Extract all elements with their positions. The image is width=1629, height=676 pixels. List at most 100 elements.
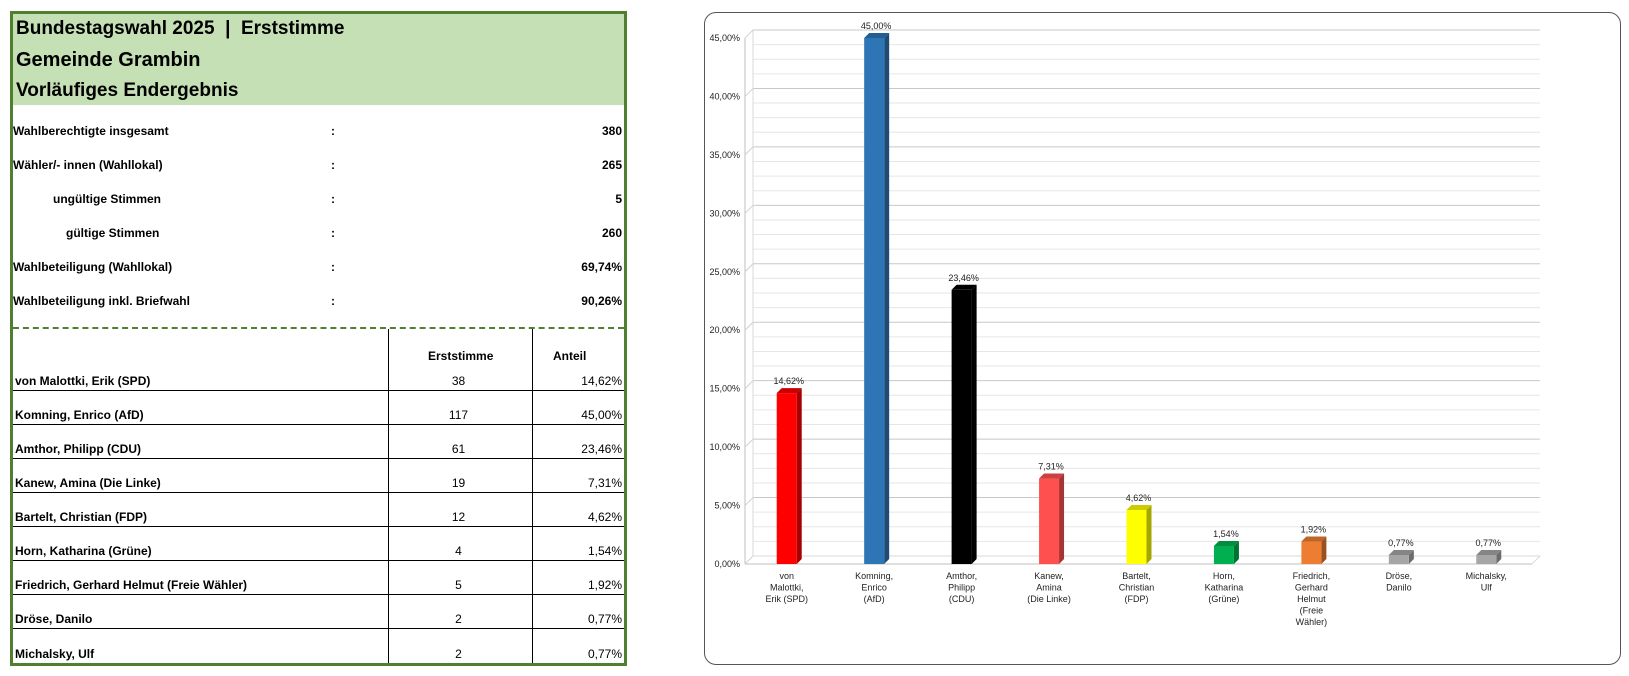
- bar-top: [1126, 504, 1152, 510]
- bar: [1213, 545, 1234, 564]
- share-column-header: Anteil: [553, 349, 587, 363]
- result-status: Vorläufiges Endergebnis: [16, 80, 239, 101]
- y-tick-label: 25,00%: [709, 267, 740, 277]
- candidate-share: 1,92%: [587, 578, 622, 592]
- data-label: 7,31%: [1038, 462, 1064, 472]
- gridline-connector: [744, 146, 754, 156]
- bar: [864, 38, 885, 564]
- column-divider: [532, 329, 533, 663]
- table-row: Komning, Enrico (AfD) 117 45,00%: [13, 391, 624, 425]
- stat-row-voters: Wähler/- innen (Wahllokal) : 265: [13, 139, 624, 173]
- candidate-name: Bartelt, Christian (FDP): [15, 510, 148, 524]
- data-label: 1,92%: [1301, 525, 1327, 535]
- bar-top: [951, 284, 977, 290]
- gridline-connector: [744, 438, 754, 448]
- y-tick-label: 40,00%: [709, 91, 740, 101]
- candidate-votes: 12: [451, 510, 466, 524]
- stat-label: ungültige Stimmen: [53, 192, 161, 206]
- y-tick-label: 15,00%: [709, 384, 740, 394]
- category-label: Amthor, Philipp (CDU): [946, 571, 977, 604]
- category-label-line: (FDP): [1125, 594, 1149, 604]
- stat-colon: :: [331, 294, 335, 308]
- stat-row-invalid: ungültige Stimmen : 5: [13, 173, 624, 207]
- category-label-line: Philipp: [948, 583, 975, 593]
- bar-side: [1321, 536, 1327, 564]
- y-tick-label: 0,00%: [714, 559, 740, 569]
- stat-colon: :: [331, 192, 335, 206]
- category-label-line: Enrico: [861, 583, 887, 593]
- category-label-line: von: [779, 571, 794, 581]
- data-label: 4,62%: [1126, 493, 1152, 503]
- candidate-share: 45,00%: [581, 408, 622, 422]
- category-label-line: Danilo: [1386, 583, 1412, 593]
- municipality-title: Gemeinde Grambin: [16, 49, 201, 71]
- category-label: Horn, Katharina (Grüne): [1205, 571, 1244, 604]
- category-label-line: Katharina: [1205, 583, 1244, 593]
- candidate-votes: 117: [448, 408, 469, 422]
- table-row: Bartelt, Christian (FDP) 12 4,62%: [13, 493, 624, 527]
- election-title: Bundestagswahl 2025 | Erststimme: [16, 18, 345, 39]
- table-row: Michalsky, Ulf 2 0,77%: [13, 629, 624, 663]
- gridline-connector: [744, 29, 754, 39]
- bar-top: [776, 388, 802, 394]
- results-table-panel: Bundestagswahl 2025 | Erststimme Gemeind…: [10, 11, 627, 666]
- floor-edge-line: [1531, 555, 1541, 565]
- stat-value: 260: [601, 226, 622, 240]
- candidate-votes: 61: [451, 442, 466, 456]
- gridline-connector: [744, 204, 754, 214]
- category-label-line: Kanew,: [1034, 571, 1064, 581]
- table-row: Amthor, Philipp (CDU) 61 23,46%: [13, 425, 624, 459]
- bar: [1476, 554, 1497, 564]
- y-tick-label: 10,00%: [709, 442, 740, 452]
- chart-panel: 0,00% 5,00% 10,00% 15,00% 20,00% 25,00% 30,00%…: [704, 12, 1621, 665]
- category-label: von Malottki, Erik (SPD): [765, 571, 808, 604]
- column-divider: [388, 329, 389, 663]
- category-label-line: Amina: [1036, 583, 1062, 593]
- stat-colon: :: [331, 226, 335, 240]
- stat-value: 5: [615, 192, 622, 206]
- table-row: Friedrich, Gerhard Helmut (Freie Wähler)…: [13, 561, 624, 595]
- bar: [1388, 554, 1409, 564]
- stat-colon: :: [331, 158, 335, 172]
- category-label: Komning, Enrico (AfD): [855, 571, 893, 604]
- candidate-name: Horn, Katharina (Grüne): [15, 544, 152, 558]
- category-label-line: Komning,: [855, 571, 893, 581]
- bar-chart: 0,00% 5,00% 10,00% 15,00% 20,00% 25,00% 30,00%…: [709, 21, 1541, 627]
- candidate-share: 0,77%: [587, 647, 622, 661]
- candidate-votes: 5: [455, 578, 462, 592]
- category-label-line: (Freie: [1300, 606, 1324, 616]
- gridline-connector: [744, 380, 754, 390]
- stat-value: 265: [601, 158, 622, 172]
- bar-side: [971, 284, 977, 564]
- category-label-line: Wähler): [1296, 617, 1328, 627]
- candidate-name: Michalsky, Ulf: [15, 647, 95, 661]
- y-tick-label: 45,00%: [709, 33, 740, 43]
- gridline-connector: [744, 555, 754, 565]
- table-header: Bundestagswahl 2025 | Erststimme Gemeind…: [13, 14, 624, 105]
- data-label: 0,77%: [1476, 538, 1502, 548]
- dashed-separator: [13, 327, 624, 329]
- stat-colon: :: [331, 260, 335, 274]
- data-label: 1,54%: [1213, 529, 1239, 539]
- category-label-line: (CDU): [949, 594, 975, 604]
- category-label-line: (Die Linke): [1027, 594, 1071, 604]
- category-label-line: Malottki,: [770, 583, 804, 593]
- bar-top: [1213, 540, 1239, 546]
- category-label-line: Friedrich,: [1293, 571, 1331, 581]
- bar-side: [1233, 540, 1239, 564]
- category-label-line: Helmut: [1297, 594, 1326, 604]
- y-tick-label: 35,00%: [709, 150, 740, 160]
- gridline-connector: [744, 321, 754, 331]
- stat-row-valid: gültige Stimmen : 260: [13, 207, 624, 241]
- category-label-line: Bartelt,: [1122, 571, 1151, 581]
- bar: [776, 393, 797, 564]
- bar-top: [1039, 473, 1065, 479]
- candidate-results: Erststimme Anteil von Malottki, Erik (SP…: [13, 329, 624, 663]
- y-tick-label: 30,00%: [709, 208, 740, 218]
- bar-side: [1059, 473, 1065, 564]
- candidate-name: von Malottki, Erik (SPD): [15, 374, 151, 388]
- category-label: Kanew, Amina (Die Linke): [1027, 571, 1071, 604]
- y-tick-label: 5,00%: [714, 501, 740, 511]
- data-label: 0,77%: [1388, 538, 1414, 548]
- votes-column-header: Erststimme: [428, 349, 494, 363]
